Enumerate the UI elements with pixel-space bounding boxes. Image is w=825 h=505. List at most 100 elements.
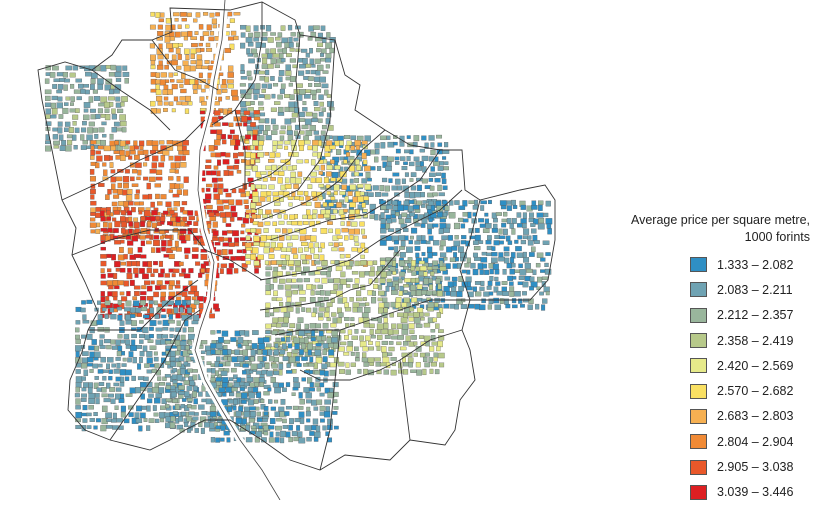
map-block bbox=[303, 363, 309, 367]
map-block bbox=[438, 192, 445, 197]
map-block bbox=[132, 356, 137, 364]
map-block bbox=[351, 335, 359, 340]
map-block bbox=[191, 296, 197, 301]
map-block bbox=[325, 307, 330, 313]
map-block bbox=[482, 263, 487, 269]
map-block bbox=[108, 155, 113, 161]
map-block bbox=[181, 398, 187, 402]
map-block bbox=[271, 93, 276, 99]
map-block bbox=[433, 161, 440, 166]
map-block bbox=[52, 65, 59, 71]
map-block bbox=[340, 341, 347, 346]
map-block bbox=[175, 313, 181, 319]
map-block bbox=[506, 205, 512, 211]
map-block bbox=[361, 152, 367, 159]
map-block bbox=[538, 218, 545, 224]
map-block bbox=[352, 196, 359, 203]
map-block bbox=[146, 240, 152, 245]
map-block bbox=[340, 214, 346, 221]
map-block bbox=[395, 297, 402, 303]
map-block bbox=[260, 37, 268, 41]
map-block bbox=[179, 183, 184, 189]
map-block bbox=[343, 159, 348, 164]
map-block bbox=[138, 210, 143, 215]
map-block bbox=[226, 79, 234, 84]
map-block bbox=[250, 152, 256, 159]
map-block bbox=[363, 196, 369, 201]
map-block bbox=[185, 356, 192, 362]
map-block bbox=[148, 176, 156, 182]
map-block bbox=[194, 291, 199, 297]
map-block bbox=[152, 405, 157, 411]
map-block bbox=[346, 221, 351, 227]
map-block bbox=[275, 323, 282, 328]
map-block bbox=[332, 317, 338, 324]
map-block bbox=[87, 387, 93, 394]
map-block bbox=[250, 411, 256, 418]
map-block bbox=[280, 430, 286, 438]
map-block bbox=[269, 152, 276, 159]
map-block bbox=[100, 139, 106, 146]
map-block bbox=[276, 271, 283, 277]
map-block bbox=[233, 12, 241, 16]
map-block bbox=[325, 118, 331, 125]
map-block bbox=[164, 36, 171, 43]
map-block bbox=[387, 228, 395, 232]
map-block bbox=[427, 301, 435, 308]
map-block bbox=[93, 382, 99, 389]
map-block bbox=[392, 172, 400, 177]
map-block bbox=[113, 273, 118, 279]
map-block bbox=[502, 211, 508, 217]
map-block bbox=[131, 375, 136, 381]
legend-item: 2.212 – 2.357 bbox=[690, 303, 820, 328]
map-block bbox=[290, 171, 296, 178]
map-block bbox=[214, 308, 220, 312]
map-block bbox=[354, 328, 359, 334]
map-block bbox=[182, 216, 187, 222]
map-block bbox=[499, 200, 507, 206]
map-block bbox=[428, 357, 433, 363]
map-block bbox=[310, 171, 317, 177]
map-block bbox=[91, 339, 97, 345]
map-block bbox=[314, 278, 321, 283]
map-block bbox=[222, 392, 227, 397]
map-block bbox=[134, 145, 139, 150]
map-block bbox=[96, 387, 102, 392]
map-block bbox=[389, 266, 396, 272]
map-block bbox=[380, 135, 387, 141]
map-block bbox=[244, 205, 249, 209]
map-block bbox=[225, 211, 232, 218]
map-block bbox=[297, 220, 303, 226]
map-block bbox=[125, 300, 132, 307]
map-block bbox=[234, 159, 240, 164]
map-block bbox=[284, 145, 289, 150]
map-block bbox=[326, 94, 331, 98]
map-block bbox=[532, 269, 537, 275]
map-block bbox=[267, 53, 273, 60]
map-block bbox=[312, 418, 319, 425]
map-block bbox=[229, 377, 234, 382]
map-block bbox=[334, 260, 340, 266]
map-block bbox=[169, 101, 174, 106]
map-block bbox=[392, 260, 397, 267]
map-block bbox=[258, 144, 263, 151]
map-block bbox=[173, 307, 178, 314]
map-block bbox=[269, 431, 274, 438]
map-block bbox=[134, 291, 140, 297]
map-block bbox=[364, 183, 372, 191]
map-block bbox=[293, 37, 299, 42]
map-block bbox=[165, 398, 172, 402]
map-block bbox=[117, 334, 123, 339]
map-block bbox=[277, 177, 283, 184]
map-block bbox=[399, 246, 405, 250]
map-block bbox=[75, 320, 81, 325]
map-block bbox=[270, 377, 276, 383]
map-block bbox=[383, 307, 388, 313]
map-block bbox=[124, 307, 131, 312]
map-block bbox=[392, 329, 399, 335]
map-block bbox=[242, 370, 247, 375]
map-block bbox=[338, 312, 344, 318]
map-block bbox=[117, 300, 122, 305]
map-block bbox=[501, 222, 507, 228]
map-block bbox=[327, 278, 334, 284]
